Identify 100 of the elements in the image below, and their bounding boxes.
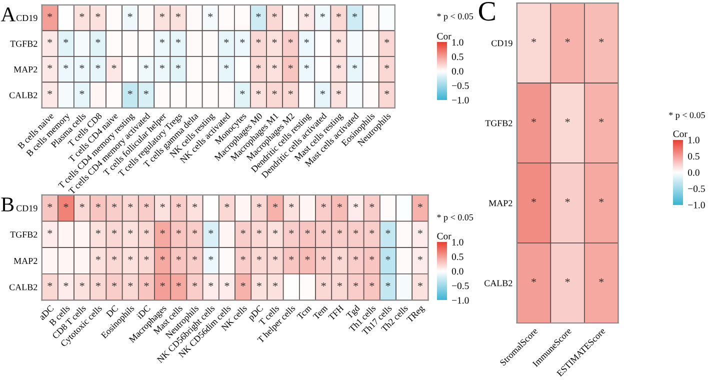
data-label: * bbox=[305, 256, 310, 260]
data-label: * bbox=[384, 38, 390, 44]
color-bar-label: 0.5 bbox=[452, 254, 464, 260]
chart-title: C bbox=[479, 2, 495, 21]
data-label: * bbox=[96, 256, 100, 260]
data-label: * bbox=[352, 64, 358, 69]
data-label: * bbox=[288, 38, 293, 44]
data-label: * bbox=[273, 230, 278, 234]
data-label: * bbox=[599, 38, 604, 43]
y-tick-label: TGFB2 bbox=[10, 40, 38, 47]
y-tick-label: TGFB2 bbox=[485, 120, 512, 126]
data-label: * bbox=[192, 230, 198, 234]
data-label: * bbox=[240, 230, 246, 234]
data-label: * bbox=[208, 282, 214, 287]
data-label: * bbox=[48, 230, 52, 234]
data-label: * bbox=[320, 13, 325, 18]
data-label: * bbox=[321, 282, 326, 287]
color-bar-title: Cor bbox=[673, 130, 688, 138]
data-label: * bbox=[565, 118, 570, 122]
data-label: * bbox=[289, 256, 294, 260]
x-tick-label: aDC bbox=[38, 304, 54, 320]
data-label: * bbox=[176, 282, 181, 287]
data-label: * bbox=[256, 64, 261, 69]
data-label: * bbox=[289, 203, 294, 208]
color-bar-label: 1.0 bbox=[452, 39, 464, 46]
data-label: * bbox=[386, 256, 390, 260]
data-label: * bbox=[532, 118, 536, 122]
data-label: * bbox=[144, 282, 149, 287]
data-label: * bbox=[273, 256, 278, 260]
data-label: * bbox=[354, 203, 358, 208]
y-tick-label: MAP2 bbox=[14, 258, 38, 264]
data-label: * bbox=[288, 64, 293, 69]
color-bar-label: 0.0 bbox=[452, 68, 464, 75]
data-label: * bbox=[128, 282, 133, 287]
data-label: * bbox=[384, 90, 390, 95]
color-bar-label: −0.5 bbox=[688, 185, 705, 192]
data-label: * bbox=[336, 38, 341, 44]
data-label: * bbox=[112, 282, 117, 287]
y-tick-label: CALB2 bbox=[9, 284, 38, 290]
data-label: * bbox=[96, 230, 100, 234]
data-label: * bbox=[160, 230, 165, 234]
data-label: * bbox=[48, 64, 52, 69]
data-label: * bbox=[418, 203, 422, 208]
color-bar-label: 1.0 bbox=[688, 136, 700, 144]
color-bar-label: −0.5 bbox=[452, 82, 469, 90]
data-label: * bbox=[337, 203, 342, 208]
text: * p < 0.05 bbox=[437, 214, 474, 222]
data-label: * bbox=[565, 278, 570, 282]
data-label: * bbox=[96, 282, 100, 287]
color-bar-title: Cor bbox=[437, 32, 452, 40]
data-label: * bbox=[386, 230, 390, 234]
data-label: * bbox=[208, 13, 213, 18]
data-label: * bbox=[176, 256, 181, 260]
data-label: * bbox=[80, 282, 84, 287]
data-label: * bbox=[80, 13, 84, 18]
data-label: * bbox=[128, 256, 133, 260]
data-label: * bbox=[224, 64, 229, 69]
data-label: * bbox=[384, 64, 390, 69]
data-label: * bbox=[370, 256, 374, 260]
data-label: * bbox=[320, 90, 325, 95]
x-tick-label: Tgd bbox=[346, 304, 362, 320]
data-label: * bbox=[272, 13, 277, 18]
data-label: * bbox=[272, 90, 277, 95]
color-bar-label: −1.0 bbox=[452, 297, 469, 304]
data-label: * bbox=[256, 230, 262, 234]
data-label: * bbox=[176, 230, 181, 234]
x-tick-label: Tcm bbox=[296, 304, 312, 320]
data-label: * bbox=[256, 256, 262, 260]
data-label: * bbox=[256, 203, 262, 208]
y-tick-label: CD19 bbox=[16, 14, 38, 22]
y-tick-label: MAP2 bbox=[14, 66, 38, 72]
data-label: * bbox=[370, 282, 374, 287]
data-label: * bbox=[208, 230, 214, 234]
data-label: * bbox=[48, 203, 52, 208]
data-label: * bbox=[48, 90, 52, 95]
data-label: * bbox=[144, 256, 149, 260]
data-label: * bbox=[337, 256, 342, 260]
data-label: * bbox=[48, 282, 52, 287]
data-label: * bbox=[96, 203, 100, 208]
data-label: * bbox=[48, 13, 52, 18]
data-label: * bbox=[272, 64, 277, 69]
color-bar-label: −1.0 bbox=[452, 96, 469, 104]
color-bar-label: 1.0 bbox=[452, 238, 464, 246]
data-label: * bbox=[80, 64, 84, 69]
data-label: * bbox=[352, 13, 358, 18]
data-label: * bbox=[160, 13, 164, 18]
data-label: * bbox=[64, 38, 68, 44]
data-label: * bbox=[208, 256, 214, 260]
data-label: * bbox=[112, 256, 117, 260]
data-label: * bbox=[144, 230, 149, 234]
data-label: * bbox=[240, 38, 245, 44]
data-label: * bbox=[80, 90, 84, 95]
color-bar-label: 0.0 bbox=[452, 268, 464, 275]
data-label: * bbox=[160, 38, 164, 44]
color-bar-label: −1.0 bbox=[688, 202, 705, 208]
y-tick-label: MAP2 bbox=[488, 200, 512, 206]
data-label: * bbox=[272, 38, 277, 44]
data-label: * bbox=[418, 282, 422, 287]
data-label: * bbox=[354, 256, 358, 260]
data-label: * bbox=[532, 278, 536, 282]
